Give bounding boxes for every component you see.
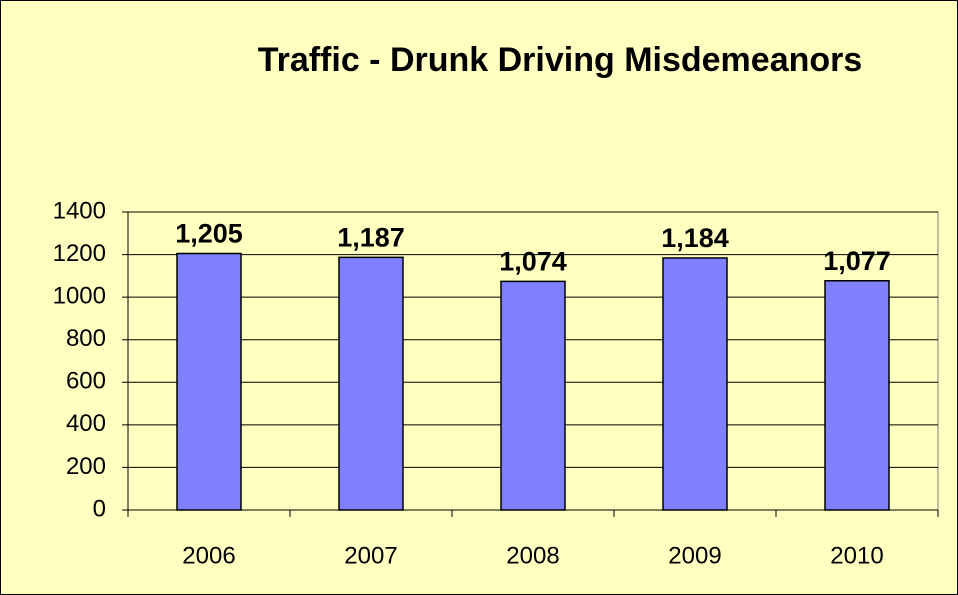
x-tick-label: 2010 — [830, 542, 883, 569]
x-tick-label: 2008 — [506, 542, 559, 569]
data-label: 1,077 — [823, 246, 891, 276]
x-tick-label: 2006 — [182, 542, 235, 569]
data-label: 1,184 — [661, 223, 729, 253]
chart-title: Traffic - Drunk Driving Misdemeanors — [258, 41, 863, 79]
bar — [500, 280, 566, 511]
x-tick-label: 2007 — [344, 542, 397, 569]
y-tick-label: 200 — [66, 453, 106, 480]
data-label: 1,205 — [175, 219, 243, 249]
y-tick-label: 1200 — [53, 240, 106, 267]
y-tick-label: 1000 — [53, 282, 106, 309]
bar — [662, 257, 728, 511]
y-tick-label: 600 — [66, 368, 106, 395]
bar — [176, 252, 242, 511]
y-tick-label: 400 — [66, 410, 106, 437]
data-label: 1,187 — [337, 222, 405, 252]
data-label: 1,074 — [499, 247, 567, 277]
x-tick-label: 2009 — [668, 542, 721, 569]
y-tick-label: 1400 — [53, 197, 106, 224]
y-tick-label: 0 — [93, 495, 106, 522]
y-tick-label: 800 — [66, 325, 106, 352]
bar — [338, 256, 404, 511]
bar — [824, 280, 890, 511]
